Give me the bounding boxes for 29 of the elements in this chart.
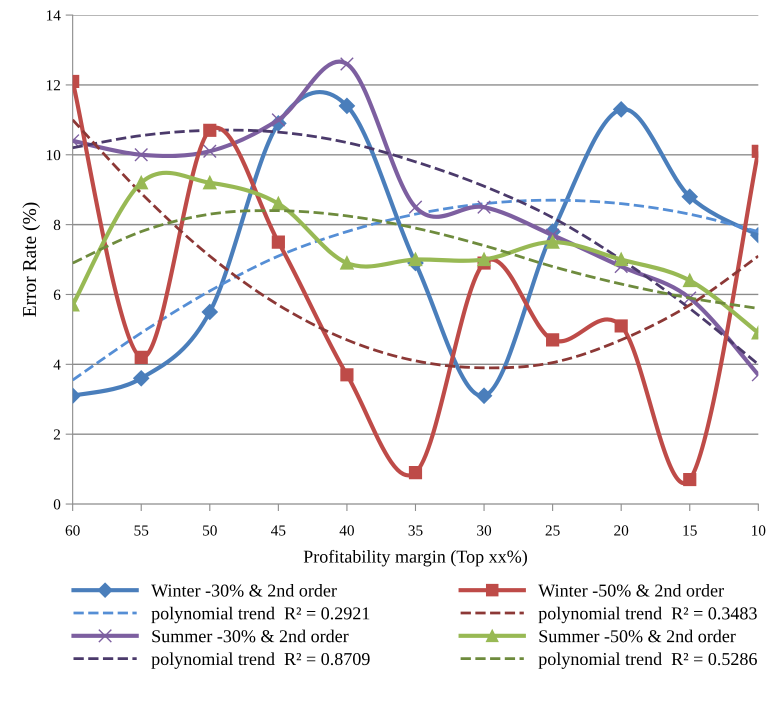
- legend-label: Summer -50% & 2nd order: [539, 630, 736, 642]
- x-tick-label: 30: [477, 525, 492, 536]
- x-tick-label: 15: [683, 525, 697, 536]
- y-tick-label: 8: [54, 220, 60, 230]
- legend-label: Winter -30% & 2nd order: [151, 584, 337, 597]
- x-tick-label: 60: [66, 525, 80, 536]
- x-tick-label: 25: [546, 525, 560, 536]
- y-axis-title: Error Rate (%): [22, 202, 40, 317]
- x-axis-title: Profitability margin (Top xx%): [304, 550, 527, 566]
- x-tick-label: 55: [134, 525, 148, 536]
- x-tick-label: 40: [340, 525, 354, 536]
- x-tick-label: 20: [614, 525, 628, 536]
- y-tick-label: 10: [46, 150, 60, 160]
- legend-label: polynomial trend R² = 0.3483: [538, 606, 757, 624]
- x-tick-label: 10: [752, 525, 766, 536]
- y-tick-label: 12: [46, 80, 60, 90]
- legend-label: polynomial trend R² = 0.8709: [151, 652, 370, 669]
- y-tick-label: 0: [54, 499, 60, 510]
- x-tick-label: 35: [408, 525, 423, 536]
- x-tick-label: 50: [203, 525, 217, 536]
- legend-label: Summer -30% & 2nd order: [152, 630, 349, 642]
- y-tick-label: 6: [54, 290, 60, 300]
- y-tick-label: 14: [46, 10, 61, 20]
- y-tick-label: 4: [54, 360, 61, 370]
- legend-label: polynomial trend R² = 0.5286: [538, 652, 757, 669]
- legend-label: polynomial trend R² = 0.2921: [151, 606, 370, 624]
- legend-label: Winter -50% & 2nd order: [538, 584, 724, 597]
- y-tick-label: 2: [54, 429, 60, 440]
- x-tick-label: 45: [271, 525, 286, 536]
